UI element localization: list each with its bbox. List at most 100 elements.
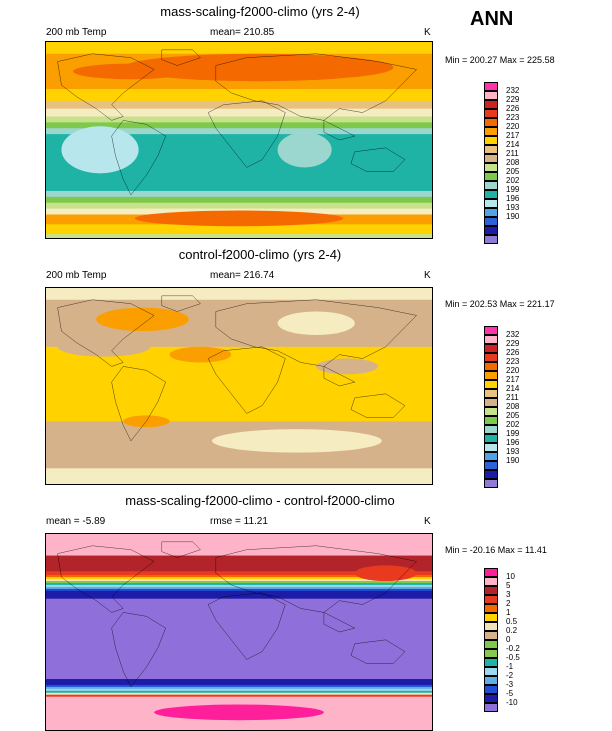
field-band [46,690,432,694]
colorbar-label: 220 [506,366,520,375]
colorbar-swatch [484,154,498,163]
colorbar-label: 193 [506,203,520,212]
field-band [46,575,432,579]
colorbar-swatch [484,380,498,389]
colorbar-swatch [484,425,498,434]
coastline [162,542,201,558]
field-band [46,579,432,583]
field-band [46,694,432,698]
panel1-minmax: Min = 200.27 Max = 225.58 [445,55,555,65]
field-band [46,116,432,124]
field-band [46,128,432,136]
field-band [46,688,432,692]
colorbar-label: 232 [506,86,520,95]
field-band [46,598,432,681]
coastline [208,347,285,414]
colorbar-swatch [484,667,498,676]
coastline [351,640,405,664]
colorbar-swatch [484,470,498,479]
field-feature [57,337,151,357]
field-band [46,196,432,204]
colorbar-swatch [484,568,498,577]
colorbar-label: -3 [506,680,514,689]
colorbar-swatch [484,389,498,398]
colorbar-swatch [484,344,498,353]
colorbar-label: 205 [506,411,520,420]
colorbar-label: 0 [506,635,511,644]
colorbar-label: 217 [506,131,520,140]
colorbar-label: 0.2 [506,626,518,635]
colorbar-label: 2 [506,599,511,608]
field-feature [277,132,332,168]
panel2-title: control-f2000-climo (yrs 2-4) [178,247,342,262]
colorbar-swatch [484,145,498,154]
colorbar-swatch [484,595,498,604]
field-feature [354,565,417,582]
field-band [46,468,432,484]
season-label: ANN [470,8,514,30]
colorbar-swatch [484,577,498,586]
colorbar-label: 223 [506,113,520,122]
panel3-field-svg [46,534,432,730]
colorbar-swatch [484,235,498,244]
field-band [46,288,432,301]
colorbar-swatch [484,604,498,613]
field-band [46,686,432,690]
colorbar-swatch [484,326,498,335]
field-feature [154,704,324,721]
field-band [46,684,432,688]
field-band [46,42,432,55]
colorbar-swatch [484,127,498,136]
colorbar-swatch [484,109,498,118]
field-band [46,583,432,586]
colorbar-swatch [484,703,498,712]
coastline [208,593,285,660]
colorbar-label: 226 [506,104,520,113]
field-band [46,571,432,577]
field-feature [96,307,189,332]
panel3-title: mass-scaling-f2000-climo - control-f2000… [125,493,395,508]
field-feature [61,126,139,174]
colorbar-label: 211 [506,393,519,402]
coastline [162,296,201,312]
colorbar-label: 0.5 [506,617,518,626]
panel3-rmse-label: rmse = 11.21 [210,516,268,527]
colorbar-label: 217 [506,375,520,384]
colorbar-swatch [484,226,498,235]
field-band [46,586,432,590]
colorbar-label: -0.5 [506,653,520,662]
coastline [351,148,405,172]
panel1-units-label: K [424,27,431,38]
panel2-variable-label: 200 mb Temp [46,270,107,281]
colorbar-swatch [484,100,498,109]
field-band [46,108,432,118]
field-band [46,534,432,557]
colorbar-swatch [484,190,498,199]
colorbar-label: 208 [506,158,520,167]
coastline [162,50,201,66]
colorbar-label: 193 [506,447,520,456]
panel3-units-label: K [424,516,431,527]
colorbar-swatch [484,443,498,452]
field-feature [73,63,189,80]
colorbar-label: -5 [506,689,514,698]
colorbar-label: 205 [506,167,520,176]
colorbar-label: 220 [506,122,520,131]
field-band [46,190,432,198]
colorbar-label: 214 [506,140,520,149]
colorbar-label: 3 [506,590,511,599]
field-feature [316,358,378,375]
colorbar-label: 229 [506,339,520,348]
colorbar-swatch [484,163,498,172]
colorbar-label: 199 [506,429,520,438]
field-band [46,234,432,238]
field-band [46,346,432,423]
coastline [58,54,155,121]
field-band [46,202,432,210]
colorbar-swatch [484,398,498,407]
panel1-map [45,41,433,239]
panel2-minmax: Min = 202.53 Max = 221.17 [445,299,555,309]
colorbar-swatch [484,136,498,145]
colorbar-swatch [484,181,498,190]
field-band [46,100,432,110]
